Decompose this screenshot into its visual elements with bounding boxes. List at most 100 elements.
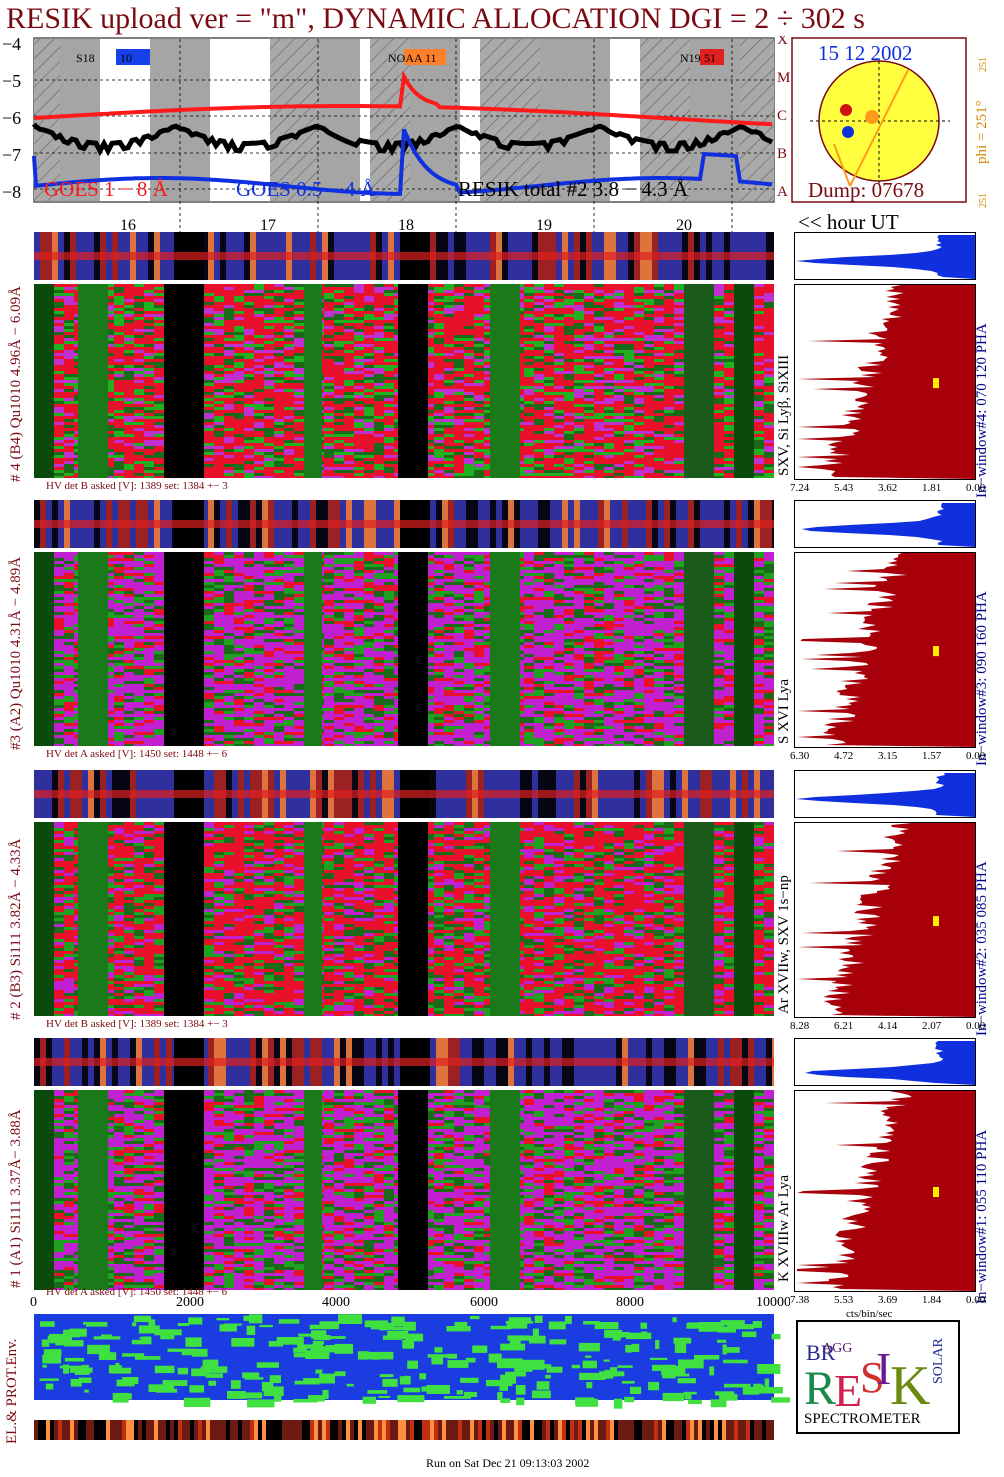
orbit-xtick-label: 10000 — [756, 1295, 790, 1310]
spectral-line-label: K XVIIIw Ar Lya — [776, 1175, 793, 1282]
goes-class-letter: A — [777, 184, 788, 200]
orbit-xtick-label: 0 — [30, 1295, 37, 1310]
spectral-line-label: Ar XVIIw, SXV 1s−np — [776, 875, 793, 1014]
active-region-red — [840, 104, 852, 116]
hour-label: 17 — [260, 217, 276, 234]
histogram-xtick: 6.30 — [790, 750, 809, 762]
orbit-xtick-label: 4000 — [322, 1295, 350, 1310]
goes-y-ticks: −4 −5 −6 −7 −8 — [2, 36, 21, 202]
sun-position-panel: 15 12 2002 Dump: 07678 phi = 251° 251 25… — [791, 37, 990, 208]
goes-band — [480, 39, 540, 201]
histogram-xtick: 3.69 — [878, 1294, 897, 1306]
panel-label: # 4 (B4) Qu1010 4.96Å − 6.09Å — [8, 286, 25, 482]
legend-goes-short: GOES 0.5 − 4 Å — [236, 177, 376, 201]
noaa-label-noaa11: NOAA 11 — [388, 51, 437, 65]
window-label: In−window#1: 055 110 PHA — [974, 1130, 991, 1304]
goes-ytick-label: −4 — [2, 36, 21, 54]
goes-class-letter: X — [777, 36, 788, 48]
orbit-xtick-label: 6000 — [470, 1295, 498, 1310]
spectral-image — [34, 284, 774, 478]
sun-date: 15 12 2002 — [818, 41, 913, 65]
goes-band — [320, 39, 360, 201]
noaa-label-51: 51 — [704, 51, 716, 65]
window-label: In−window#2: 035 085 PHA — [974, 861, 991, 1036]
particle-flux-map — [39, 1314, 790, 1409]
count-profile — [794, 552, 976, 748]
hour-label: 16 — [120, 217, 136, 234]
legend-resik: RESIK total #2 3.8 − 4.3 Å — [458, 177, 689, 201]
phi-small-top: 251 — [978, 57, 989, 72]
hv-status: HV det A asked [V]: 1450 set: 1448 +− 6 — [46, 1286, 227, 1298]
histogram-xtick: 7.24 — [790, 482, 809, 494]
orbit-label: EL.& PROT.Env. — [4, 1339, 21, 1444]
resik-logo: BR AGG R E S I K SOLAR SPECTROMETER — [796, 1320, 960, 1434]
spectral-line-label: S XVI Lya — [776, 679, 793, 744]
hour-label: 19 — [536, 217, 552, 234]
noaa-label-n19: N19 — [680, 51, 701, 65]
goes-band — [740, 39, 774, 201]
spectral-strip — [34, 500, 774, 548]
active-region-orange — [865, 110, 879, 124]
goes-class-letter: B — [777, 146, 787, 162]
noaa-region-marker-1 — [116, 49, 150, 65]
spectral-strip — [34, 770, 774, 818]
histogram-xtick: 1.81 — [922, 482, 941, 494]
spectral-strip — [34, 232, 774, 280]
histogram-x-unit: cts/bin/sec — [846, 1308, 892, 1320]
goes-class-letter: M — [777, 70, 790, 86]
spectral-strip — [34, 1038, 774, 1086]
histogram-xtick: 1.57 — [922, 750, 941, 762]
goes-band — [370, 39, 410, 201]
spectral-image — [34, 1090, 774, 1290]
window-label: In−window#3: 090 160 PHA — [974, 591, 991, 766]
goes-class-letter: C — [777, 108, 787, 124]
histogram-xtick: 0.00 — [966, 1294, 985, 1306]
legend-goes-long: GOES 1 − 8 Å — [44, 177, 169, 201]
goes-band — [540, 39, 610, 201]
goes-long-curve — [33, 70, 773, 127]
panel-label: # 1 (A1) Si111 3.37Å− 3.88Å — [8, 1109, 25, 1288]
histogram-xtick: 8.28 — [790, 1020, 809, 1032]
hour-ut-label: << hour UT — [798, 210, 899, 235]
hour-axis-labels: 16 17 18 19 20 — [120, 217, 692, 234]
orbit-environment-panel: 0 2000 4000 6000 8000 10000 — [30, 1295, 790, 1440]
dump-number: Dump: 07678 — [808, 178, 924, 202]
footer-run-info: Run on Sat Dec 21 09:13:03 2002 — [426, 1456, 589, 1471]
count-profile — [794, 822, 976, 1018]
histogram-xtick: 5.43 — [834, 482, 853, 494]
noaa-label-10: 10 — [120, 51, 132, 65]
histogram-xtick: 6.21 — [834, 1020, 853, 1032]
goes-ytick-label: −5 — [2, 71, 21, 91]
goes-ytick-label: −8 — [2, 182, 21, 202]
hour-label: 18 — [398, 217, 414, 234]
panel-label: # 2 (B3) Si111 3.82Å − 4.33Å — [8, 838, 25, 1020]
window-label: In−window#4: 070 120 PHA — [974, 323, 991, 498]
logo-spectrometer: SPECTROMETER — [804, 1411, 921, 1427]
goes-band — [34, 39, 60, 201]
goes-occultation-bands — [34, 39, 774, 201]
histogram-xtick: 4.14 — [878, 1020, 897, 1032]
hv-status: HV det A asked [V]: 1450 set: 1448 +− 6 — [46, 748, 227, 760]
histogram-xtick: 0.00 — [966, 482, 985, 494]
histogram-xtick: 7.38 — [790, 1294, 809, 1306]
goes-short-curve — [32, 128, 773, 196]
hv-status: HV det B asked [V]: 1389 set: 1384 +− 3 — [46, 1018, 228, 1030]
goes-gridlines — [34, 39, 774, 236]
count-profile — [794, 1090, 976, 1292]
histogram-xtick: 3.62 — [878, 482, 897, 494]
histogram-xtick: 5.53 — [834, 1294, 853, 1306]
noaa-region-marker-2 — [404, 49, 446, 65]
histogram-xtick: 3.15 — [878, 750, 897, 762]
pha-histogram — [794, 500, 976, 548]
goes-ytick-label: −6 — [2, 108, 21, 128]
spectral-image — [34, 822, 774, 1016]
active-region-blue — [842, 126, 854, 138]
histogram-xtick: 0.00 — [966, 1020, 985, 1032]
orbit-x-ticks: 0 2000 4000 6000 8000 10000 — [30, 1295, 790, 1310]
hv-status: HV det B asked [V]: 1389 set: 1384 +− 3 — [46, 480, 228, 492]
histogram-xtick: 4.72 — [834, 750, 853, 762]
histogram-xtick: 2.07 — [922, 1020, 941, 1032]
page-title: RESIK upload ver = "m", DYNAMIC ALLOCATI… — [6, 2, 865, 36]
orbit-color-strip — [34, 1420, 774, 1440]
goes-class-letters: X M C B A — [777, 36, 790, 200]
